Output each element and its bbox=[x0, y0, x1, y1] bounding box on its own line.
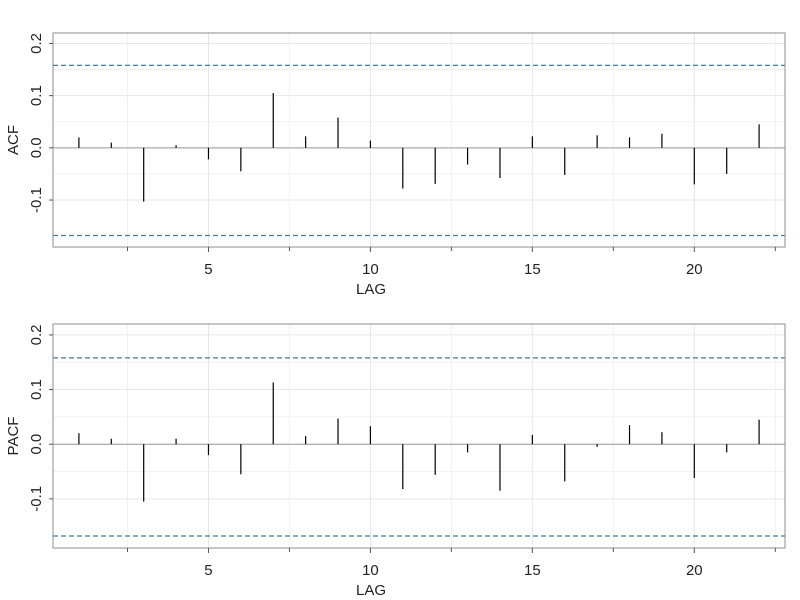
pacf-x-tick-label: 10 bbox=[362, 562, 379, 579]
acf-panel-border bbox=[52, 32, 786, 248]
acf-x-axis-label: LAG bbox=[356, 281, 386, 298]
pacf-y-tick-label: 0.1 bbox=[28, 379, 45, 400]
pacf-y-tick-label: 0.2 bbox=[28, 324, 45, 345]
acf-y-tick-label: 0.0 bbox=[28, 137, 45, 158]
acf-y-tick-label: 0.2 bbox=[28, 33, 45, 54]
pacf-y-tick-label: -0.1 bbox=[28, 486, 45, 512]
acf-x-tick-label: 5 bbox=[204, 261, 212, 278]
acf-y-tick-label: 0.1 bbox=[28, 85, 45, 106]
pacf-panel-border bbox=[52, 323, 786, 549]
acf-x-tick-label: 10 bbox=[362, 261, 379, 278]
acf-plot-area bbox=[53, 33, 785, 247]
pacf-x-axis-label: LAG bbox=[356, 582, 386, 599]
pacf-y-tick-label: 0.0 bbox=[28, 434, 45, 455]
pacf-plot-area bbox=[53, 324, 785, 548]
acf-x-tick-label: 15 bbox=[524, 261, 541, 278]
pacf-x-tick-label: 20 bbox=[686, 562, 703, 579]
acf-panel: 5 10 15 20 -0.1 0.0 0.1 0.2 LAG ACF bbox=[5, 32, 786, 298]
acf-x-tick-label: 20 bbox=[686, 261, 703, 278]
acf-y-tick-label: -0.1 bbox=[28, 187, 45, 213]
acf-y-axis-label: ACF bbox=[5, 125, 22, 155]
pacf-panel: 5 10 15 20 -0.1 0.0 0.1 0.2 LAG PACF bbox=[5, 323, 786, 599]
pacf-y-axis-label: PACF bbox=[5, 417, 22, 456]
pacf-x-tick-label: 5 bbox=[204, 562, 212, 579]
pacf-x-tick-label: 15 bbox=[524, 562, 541, 579]
